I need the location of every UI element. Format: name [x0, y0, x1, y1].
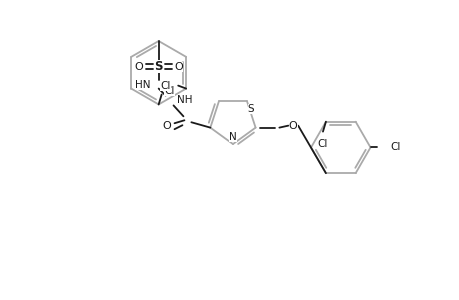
Text: S: S	[247, 104, 254, 114]
Text: N: N	[229, 132, 236, 142]
Text: Cl: Cl	[317, 140, 327, 149]
Text: NH: NH	[176, 95, 191, 106]
Text: Cl: Cl	[164, 85, 174, 96]
Text: HN: HN	[135, 80, 151, 90]
Text: O: O	[288, 121, 297, 130]
Text: S: S	[154, 60, 162, 73]
Text: O: O	[134, 62, 143, 72]
Text: O: O	[174, 62, 183, 72]
Text: Cl: Cl	[390, 142, 400, 152]
Text: O: O	[162, 121, 171, 131]
Text: Cl: Cl	[160, 81, 170, 91]
